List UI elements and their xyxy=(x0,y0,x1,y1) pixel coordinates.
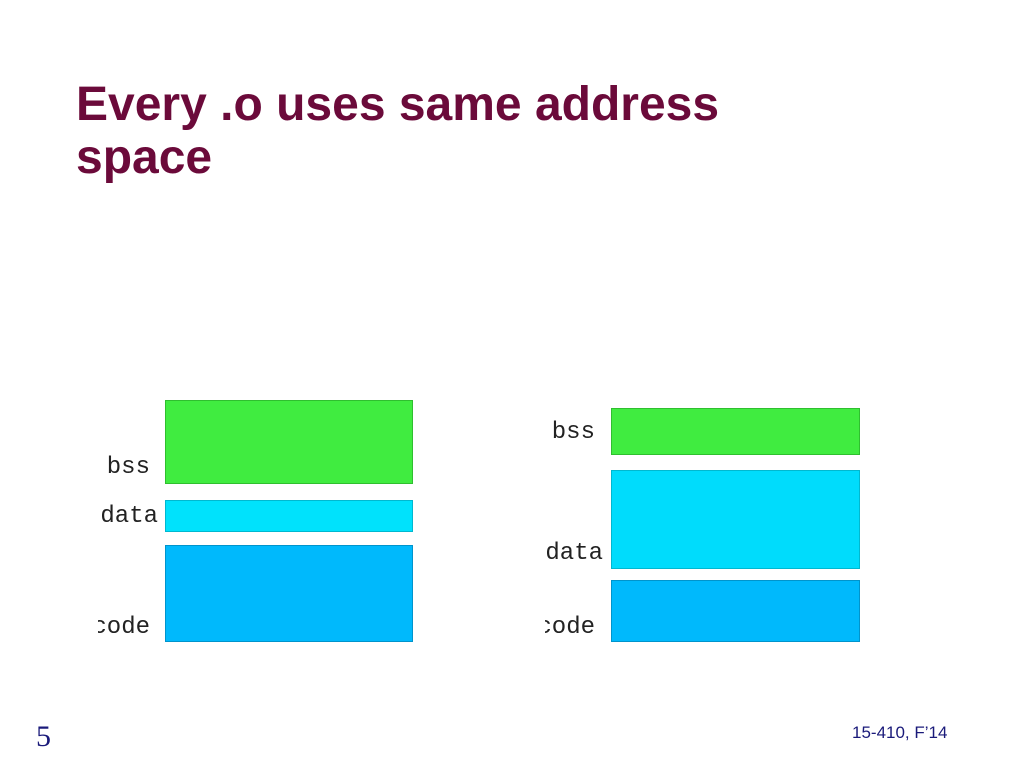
right-bss-segment xyxy=(611,408,860,455)
slide-number: 5 xyxy=(36,720,51,753)
right-code-segment xyxy=(611,580,860,642)
right-data-label: data xyxy=(545,540,603,567)
left-data-label: data xyxy=(100,503,158,530)
left-code-segment xyxy=(165,545,413,642)
right-data-segment xyxy=(611,470,860,569)
slide-title-line-1: Every .o uses same address xyxy=(76,78,720,131)
right-bss-label: bss xyxy=(551,419,595,446)
left-bss-segment xyxy=(165,400,413,484)
course-footer: 15-410, F’14 xyxy=(852,723,948,742)
right-code-label: code xyxy=(545,614,595,641)
left-bss-label: bss xyxy=(106,454,150,481)
slide-title-line-2: space xyxy=(76,131,213,184)
slide-title: Every .o uses same address space xyxy=(76,78,976,184)
left-code-label: code xyxy=(98,614,150,641)
left-data-segment xyxy=(165,500,413,532)
